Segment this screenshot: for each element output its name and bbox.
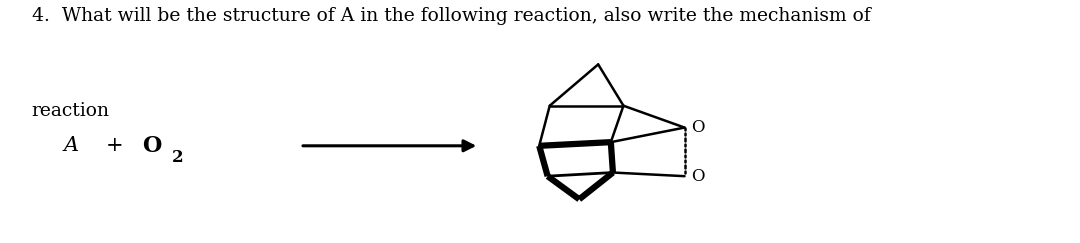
Text: reaction: reaction <box>31 102 109 120</box>
Text: 2: 2 <box>172 149 184 166</box>
Text: O: O <box>143 135 162 157</box>
Text: +: + <box>106 136 123 155</box>
Text: A: A <box>64 136 79 155</box>
Text: O: O <box>691 119 704 136</box>
Text: 4.  What will be the structure of A in the following reaction, also write the me: 4. What will be the structure of A in th… <box>31 7 870 25</box>
Text: O: O <box>691 168 704 185</box>
